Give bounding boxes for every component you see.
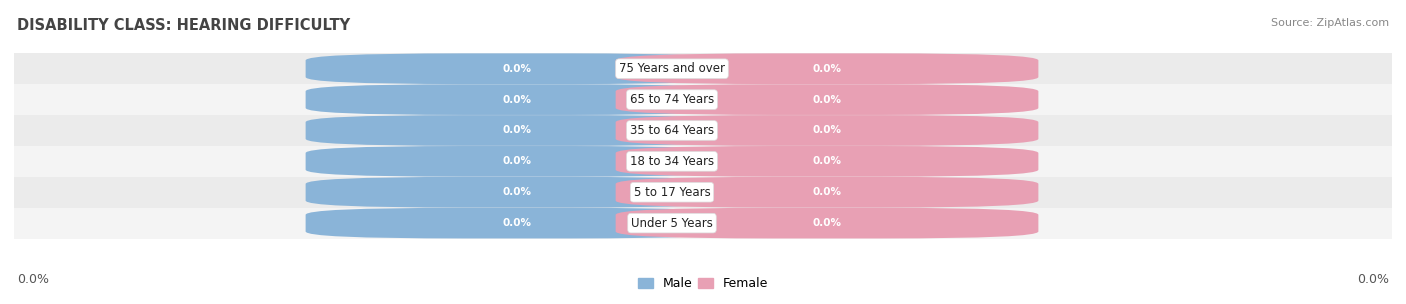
Text: 0.0%: 0.0% [502, 218, 531, 228]
FancyBboxPatch shape [305, 146, 728, 177]
FancyBboxPatch shape [616, 208, 1039, 238]
FancyBboxPatch shape [616, 115, 1039, 146]
Text: 0.0%: 0.0% [813, 126, 842, 136]
Text: 0.0%: 0.0% [502, 187, 531, 197]
Bar [14, 146, 1392, 177]
FancyBboxPatch shape [305, 177, 728, 208]
Text: 5 to 17 Years: 5 to 17 Years [634, 186, 710, 199]
Bar [461, 215, 882, 231]
FancyBboxPatch shape [305, 208, 728, 238]
Text: 0.0%: 0.0% [502, 64, 531, 74]
Text: 0.0%: 0.0% [1357, 273, 1389, 286]
Text: 0.0%: 0.0% [502, 156, 531, 166]
Text: 0.0%: 0.0% [813, 156, 842, 166]
FancyBboxPatch shape [616, 177, 1039, 208]
Text: DISABILITY CLASS: HEARING DIFFICULTY: DISABILITY CLASS: HEARING DIFFICULTY [17, 18, 350, 33]
FancyBboxPatch shape [616, 146, 1039, 177]
Text: 0.0%: 0.0% [502, 95, 531, 105]
Bar [14, 53, 1392, 84]
FancyBboxPatch shape [305, 115, 728, 146]
Text: 0.0%: 0.0% [813, 218, 842, 228]
FancyBboxPatch shape [305, 54, 728, 84]
Text: 0.0%: 0.0% [813, 95, 842, 105]
Text: 0.0%: 0.0% [813, 64, 842, 74]
Bar [461, 184, 882, 201]
Text: 65 to 74 Years: 65 to 74 Years [630, 93, 714, 106]
Text: 18 to 34 Years: 18 to 34 Years [630, 155, 714, 168]
FancyBboxPatch shape [616, 84, 1039, 115]
Bar [14, 84, 1392, 115]
Text: 0.0%: 0.0% [502, 126, 531, 136]
Bar [461, 60, 882, 77]
Bar [461, 153, 882, 170]
Bar [14, 208, 1392, 239]
Bar [461, 122, 882, 139]
Text: 75 Years and over: 75 Years and over [619, 62, 725, 75]
FancyBboxPatch shape [616, 54, 1039, 84]
FancyBboxPatch shape [305, 84, 728, 115]
Text: 0.0%: 0.0% [813, 187, 842, 197]
Text: Under 5 Years: Under 5 Years [631, 217, 713, 230]
Text: 0.0%: 0.0% [17, 273, 49, 286]
Text: 35 to 64 Years: 35 to 64 Years [630, 124, 714, 137]
Bar [14, 177, 1392, 208]
Bar [14, 115, 1392, 146]
Bar [461, 91, 882, 108]
Legend: Male, Female: Male, Female [633, 272, 773, 295]
Text: Source: ZipAtlas.com: Source: ZipAtlas.com [1271, 18, 1389, 28]
